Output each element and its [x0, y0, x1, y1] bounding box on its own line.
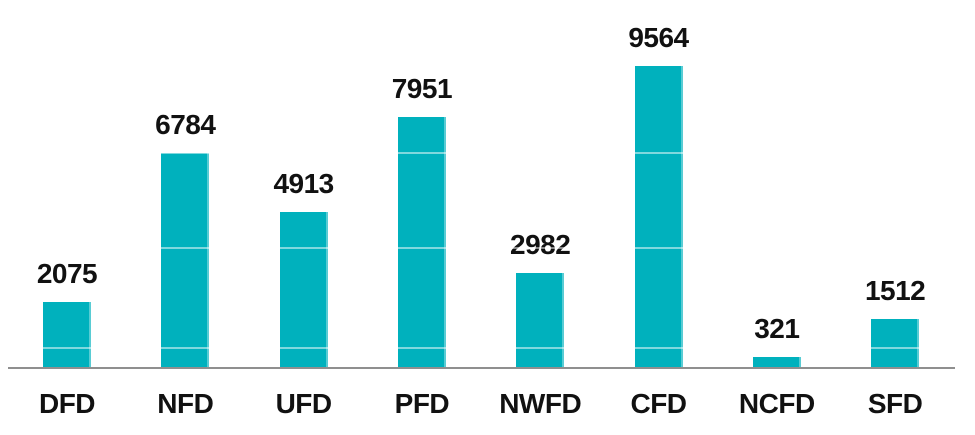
gridline [8, 152, 955, 154]
bar-value-label: 7951 [391, 72, 453, 104]
x-axis-label: CFD [630, 388, 687, 419]
bar [871, 319, 920, 367]
bar-value-label: 321 [754, 312, 800, 344]
bar-value-label: 6784 [155, 109, 216, 141]
bar [161, 153, 210, 367]
bar [752, 356, 801, 367]
x-axis-label: NCFD [738, 388, 815, 419]
bar [516, 273, 565, 367]
x-axis-label: UFD [275, 388, 333, 419]
x-axis-label: SFD [867, 388, 923, 419]
x-axis-label: PFD [394, 388, 450, 419]
gridline [8, 347, 955, 349]
x-axis-line [8, 367, 955, 369]
bar-value-label: 1512 [864, 275, 926, 307]
x-axis-label: NWFD [499, 388, 582, 419]
bar [397, 116, 446, 367]
bar-value-label: 4913 [273, 168, 334, 200]
bar-value-label: 2075 [36, 257, 98, 289]
bar-value-label: 9564 [628, 22, 689, 53]
bar [634, 66, 683, 367]
bar-value-label: 2982 [510, 229, 571, 261]
bar [279, 212, 328, 367]
x-axis-label: NFD [157, 388, 214, 419]
bar [43, 301, 91, 367]
gridline [8, 247, 955, 249]
x-axis-label: DFD [38, 388, 96, 419]
